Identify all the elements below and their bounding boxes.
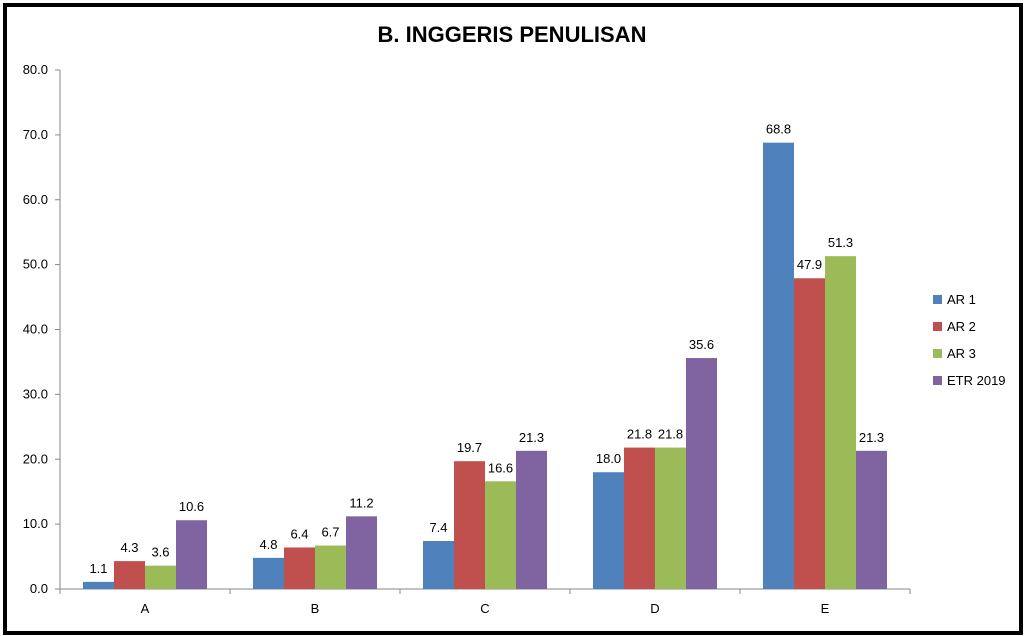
legend-label: AR 1 (947, 292, 976, 307)
bar (516, 450, 547, 589)
bar (825, 256, 856, 589)
data-label: 68.8 (766, 122, 791, 137)
legend-label: AR 2 (947, 319, 976, 334)
data-label: 3.6 (151, 545, 169, 560)
data-label: 21.8 (658, 427, 683, 442)
x-tick-label: B (311, 601, 320, 616)
y-tick-label: 60.0 (23, 192, 48, 207)
bar (856, 450, 887, 589)
bar (686, 358, 717, 589)
data-label: 6.4 (290, 526, 308, 541)
legend-label: ETR 2019 (947, 373, 1006, 388)
data-label: 21.8 (627, 427, 652, 442)
data-label: 19.7 (457, 440, 482, 455)
data-label: 35.6 (689, 337, 714, 352)
data-label: 6.7 (321, 525, 339, 540)
bar (83, 581, 114, 589)
y-tick-label: 10.0 (23, 516, 48, 531)
data-label: 7.4 (429, 520, 447, 535)
legend-swatch (933, 349, 942, 358)
x-tick-label: A (141, 601, 150, 616)
legend-swatch (933, 295, 942, 304)
y-tick-label: 30.0 (23, 386, 48, 401)
bar (145, 565, 176, 589)
y-tick-label: 50.0 (23, 257, 48, 272)
chart-title: B. INGGERIS PENULISAN (377, 22, 647, 47)
x-tick-label: E (821, 601, 830, 616)
data-label: 4.8 (259, 537, 277, 552)
bar (315, 545, 346, 589)
bar (485, 481, 516, 589)
data-label: 21.3 (859, 430, 884, 445)
x-tick-label: C (480, 601, 489, 616)
bar (284, 547, 315, 589)
data-label: 47.9 (797, 257, 822, 272)
data-label: 21.3 (519, 430, 544, 445)
data-label: 1.1 (89, 561, 107, 576)
data-label: 16.6 (488, 460, 513, 475)
x-tick-label: D (650, 601, 659, 616)
bar (624, 447, 655, 589)
y-tick-label: 40.0 (23, 322, 48, 337)
bar (454, 461, 485, 589)
data-label: 4.3 (120, 540, 138, 555)
bar (593, 472, 624, 589)
data-label: 11.2 (349, 495, 373, 510)
bar (346, 516, 377, 589)
y-tick-label: 70.0 (23, 127, 48, 142)
bar (655, 447, 686, 589)
y-tick-label: 0.0 (30, 581, 48, 596)
bar (423, 540, 454, 589)
bar (176, 520, 207, 589)
bar (794, 278, 825, 589)
legend-label: AR 3 (947, 346, 976, 361)
y-tick-label: 20.0 (23, 451, 48, 466)
data-label: 51.3 (828, 235, 853, 250)
legend-swatch (933, 322, 942, 331)
legend-swatch (933, 376, 942, 385)
bar (114, 561, 145, 589)
bar (253, 557, 284, 589)
data-label: 10.6 (179, 499, 204, 514)
y-tick-label: 80.0 (23, 62, 48, 77)
bar (763, 142, 794, 589)
data-label: 18.0 (596, 451, 621, 466)
